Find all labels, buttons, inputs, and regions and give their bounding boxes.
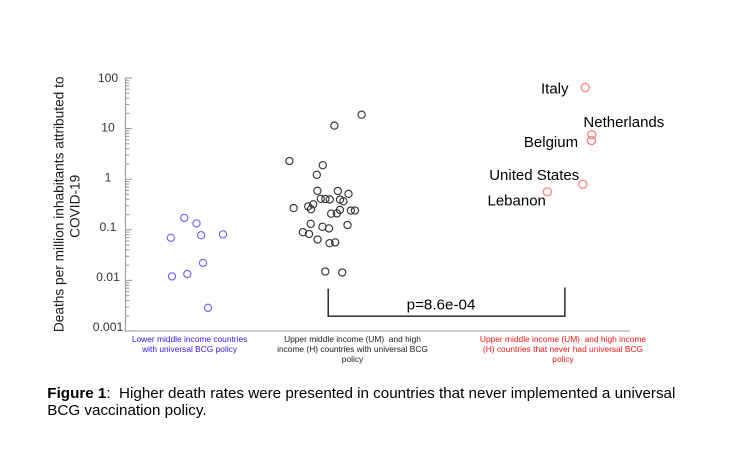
svg-text:1: 1 [105, 170, 112, 184]
svg-text:Lower middle income countries: Lower middle income countries [132, 334, 247, 344]
svg-text:Upper middle income (UM) and: Upper middle income (UM) and high income [480, 334, 647, 344]
svg-text:0.1: 0.1 [100, 220, 117, 234]
svg-text:United States: United States [489, 167, 579, 184]
svg-text:(H) countries that never had u: (H) countries that never had universal B… [483, 344, 643, 354]
svg-text:income (H) countries with univ: income (H) countries with universal BCG [277, 344, 428, 354]
svg-text:Deaths per million inhabitants: Deaths per million inhabitants attribute… [52, 76, 67, 332]
svg-text:Lebanon: Lebanon [488, 192, 546, 209]
svg-text:Italy: Italy [541, 81, 569, 98]
svg-text:Upper middle income (UM) and: Upper middle income (UM) and high [284, 334, 421, 344]
svg-text:10: 10 [101, 120, 115, 134]
svg-text:Belgium: Belgium [524, 134, 578, 151]
svg-text:Netherlands: Netherlands [583, 114, 664, 131]
svg-text:policy: policy [342, 354, 364, 364]
svg-text:with universal BCG policy: with universal BCG policy [141, 344, 238, 354]
svg-text:policy: policy [552, 354, 574, 364]
svg-text:100: 100 [98, 71, 119, 85]
svg-text:0.001: 0.001 [93, 320, 124, 334]
svg-text:p=8.6e-04: p=8.6e-04 [407, 296, 476, 313]
svg-text:COVID-19: COVID-19 [67, 175, 82, 238]
svg-text:0.01: 0.01 [96, 270, 120, 284]
